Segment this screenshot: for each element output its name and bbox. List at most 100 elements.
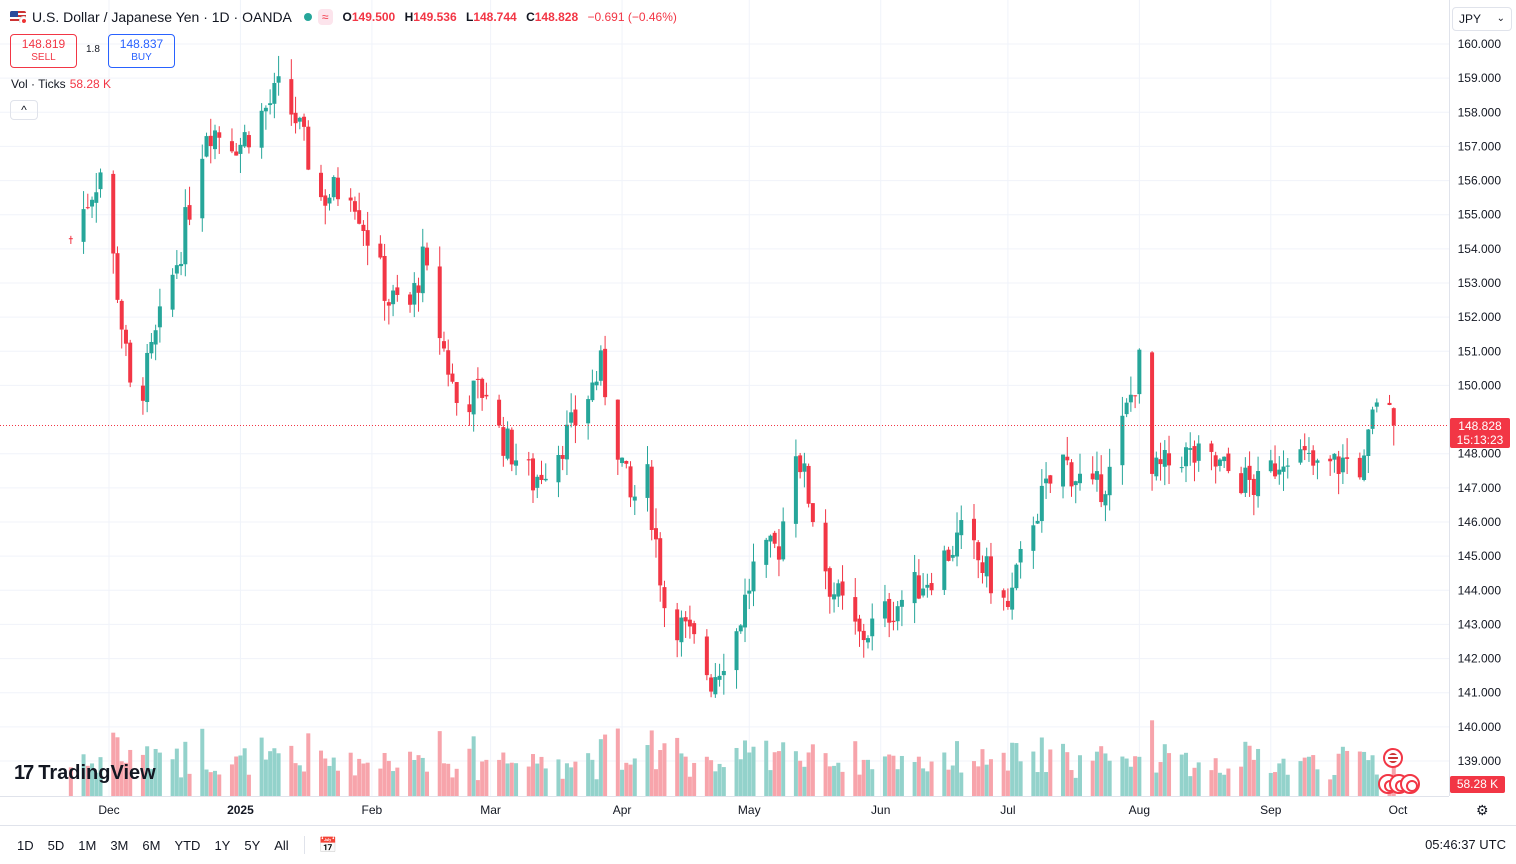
volume-bar	[912, 762, 917, 796]
data-quality-badge[interactable]: ≈	[317, 9, 333, 25]
price-tick-label: 140.000	[1458, 720, 1502, 734]
time-scale-divider	[0, 796, 1449, 797]
timeframe-5d-button[interactable]: 5D	[47, 837, 65, 853]
volume-bar	[272, 748, 277, 796]
volume-bar	[1039, 737, 1044, 796]
symbol-title[interactable]: U.S. Dollar / Japanese Yen · 1D · OANDA	[32, 9, 292, 25]
sell-button[interactable]: 148.819 SELL	[10, 34, 77, 68]
utc-clock[interactable]: 05:46:37 UTC	[1425, 837, 1506, 852]
candle-body	[81, 209, 86, 242]
volume-bar	[1188, 776, 1193, 796]
volume-bar	[603, 734, 608, 796]
candle-body	[810, 503, 815, 523]
volume-bar	[747, 752, 752, 796]
market-status-icon[interactable]	[303, 13, 312, 21]
candle-body	[751, 561, 756, 592]
volume-bar	[704, 756, 709, 796]
candle-body	[412, 282, 417, 305]
timeframe-1y-button[interactable]: 1Y	[214, 837, 231, 853]
gear-icon[interactable]: ⚙	[1476, 802, 1489, 818]
volume-bar	[234, 756, 239, 796]
volume-bar	[832, 765, 837, 796]
volume-bar	[531, 754, 536, 796]
candle-body	[1031, 525, 1036, 551]
event-marker-icon[interactable]	[1400, 774, 1420, 794]
time-axis: Dec 2025 Feb Mar Apr May Jun Jul Aug Sep Oct	[98, 803, 1408, 817]
time-tick-label: 2025	[227, 803, 254, 817]
candle-body	[806, 465, 811, 504]
tradingview-logo[interactable]: 17 TradingView	[14, 762, 156, 785]
candle-body	[450, 373, 455, 382]
candle-body	[535, 476, 540, 488]
candle-body	[1179, 467, 1184, 469]
volume-bar	[772, 752, 777, 796]
candle-body	[620, 457, 625, 464]
candle-body	[1001, 590, 1006, 598]
volume-bar	[357, 758, 362, 796]
candle-body	[980, 562, 985, 573]
volume-bar	[1099, 746, 1104, 796]
timeframe-1m-button[interactable]: 1M	[78, 837, 97, 853]
candle-body	[174, 265, 179, 274]
candle-body	[1192, 446, 1197, 463]
timeframe-6m-button[interactable]: 6M	[142, 837, 161, 853]
candle-body	[798, 455, 803, 473]
timeframe-1d-button[interactable]: 1D	[17, 837, 34, 853]
candle-body	[1273, 463, 1278, 477]
candle-body	[594, 381, 599, 386]
time-tick-label: Sep	[1260, 803, 1282, 817]
currency-select[interactable]: JPY ⌄	[1452, 7, 1512, 31]
candle-body	[68, 238, 73, 240]
close-label: C	[526, 10, 535, 24]
candle-body	[1128, 394, 1133, 403]
candle-body	[306, 126, 311, 170]
candle-body	[153, 330, 158, 345]
volume-bar	[836, 762, 841, 796]
timeframe-5y-button[interactable]: 5Y	[244, 837, 261, 853]
candle-body	[925, 584, 930, 588]
volume-bar	[140, 754, 145, 796]
volume-bar	[1103, 753, 1108, 796]
candle-body	[323, 195, 328, 206]
volume-legend[interactable]: Vol · Ticks 58.28 K	[11, 77, 111, 91]
candle-body	[615, 399, 620, 460]
volume-bar	[327, 765, 332, 796]
volume-bar	[1311, 755, 1316, 796]
candle-body	[1069, 462, 1074, 487]
candles	[68, 55, 1396, 698]
calendar-icon[interactable]: 📅	[318, 837, 338, 854]
price-tick-label: 157.000	[1458, 139, 1502, 153]
timeframe-3m-button[interactable]: 3M	[110, 837, 129, 853]
candle-body	[1094, 471, 1099, 480]
volume-bars	[68, 720, 1396, 796]
buy-button[interactable]: 148.837 BUY	[108, 34, 175, 68]
candle-body	[776, 546, 781, 560]
candle-body	[543, 478, 548, 481]
volume-bar	[386, 760, 391, 796]
candle-body	[628, 466, 633, 498]
last-price-value: 148.828	[1458, 419, 1502, 433]
change-value: −0.691 (−0.46%)	[587, 10, 677, 24]
volume-bar	[412, 759, 417, 796]
candle-body	[853, 597, 858, 622]
candle-body	[1039, 485, 1044, 522]
volume-bar	[1048, 749, 1053, 796]
timeframe-all-button[interactable]: All	[274, 837, 289, 853]
volume-bar	[1137, 756, 1142, 796]
collapse-legend-button[interactable]: ^	[10, 100, 38, 120]
candle-body	[569, 412, 574, 423]
candle-body	[327, 197, 332, 204]
volume-bar	[238, 755, 243, 796]
volume-bar	[971, 761, 976, 796]
candle-body	[1298, 449, 1303, 463]
price-tick-label: 152.000	[1458, 310, 1502, 324]
candle-body	[1065, 456, 1070, 461]
volume-bar	[887, 754, 892, 796]
economic-event-us-icon[interactable]	[1383, 748, 1403, 768]
timeframe-ytd-button[interactable]: YTD	[174, 837, 201, 853]
price-tick-label: 155.000	[1458, 208, 1502, 222]
price-tick-label: 143.000	[1458, 617, 1502, 631]
usdjpy-flag-icon	[10, 11, 26, 23]
volume-bar	[115, 737, 120, 796]
